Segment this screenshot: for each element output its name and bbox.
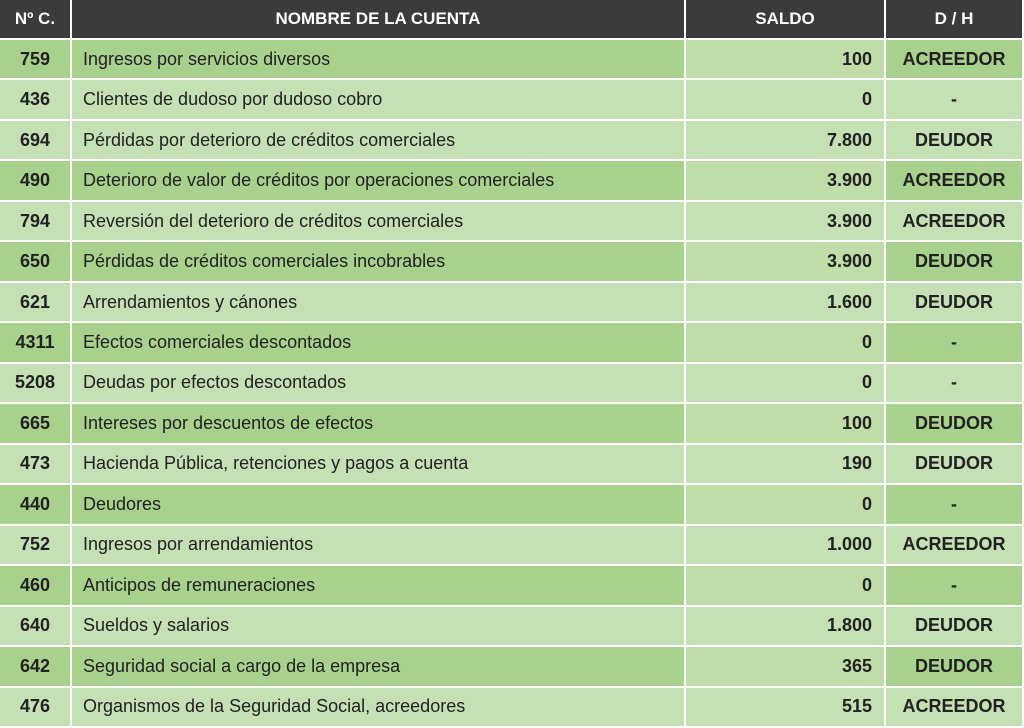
balance: 3.900 (686, 242, 886, 283)
account-name: Arrendamientos y cánones (72, 282, 686, 324)
account-number: 490 (0, 161, 72, 202)
debit-credit: - (886, 80, 1024, 121)
account-name: Clientes de dudoso por dudoso cobro (72, 80, 686, 121)
balance: 1.000 (686, 525, 886, 567)
account-number: 460 (0, 566, 72, 607)
debit-credit: DEUDOR (886, 242, 1024, 283)
account-number: 640 (0, 606, 72, 648)
debit-credit: ACREEDOR (886, 687, 1024, 728)
debit-credit: ACREEDOR (886, 161, 1024, 202)
balance: 515 (686, 687, 886, 728)
account-number: 794 (0, 201, 72, 243)
debit-credit: ACREEDOR (886, 201, 1024, 243)
debit-credit: - (886, 363, 1024, 405)
account-name: Reversión del deterioro de créditos come… (72, 201, 686, 243)
balance: 1.800 (686, 606, 886, 648)
balance: 0 (686, 485, 886, 526)
account-name: Anticipos de remuneraciones (72, 566, 686, 607)
account-number: 650 (0, 242, 72, 283)
debit-credit: DEUDOR (886, 282, 1024, 324)
header-cell: D / H (886, 0, 1024, 40)
account-name: Organismos de la Seguridad Social, acree… (72, 687, 686, 728)
account-number: 665 (0, 404, 72, 445)
debit-credit: - (886, 323, 1024, 364)
balance: 100 (686, 40, 886, 81)
balance: 100 (686, 404, 886, 445)
balance: 190 (686, 444, 886, 486)
account-number: 759 (0, 40, 72, 81)
balance: 7.800 (686, 120, 886, 162)
account-number: 5208 (0, 363, 72, 405)
account-number: 440 (0, 485, 72, 526)
debit-credit: DEUDOR (886, 404, 1024, 445)
debit-credit: DEUDOR (886, 647, 1024, 688)
balance: 0 (686, 566, 886, 607)
debit-credit: DEUDOR (886, 444, 1024, 486)
balance: 0 (686, 323, 886, 364)
account-name: Hacienda Pública, retenciones y pagos a … (72, 444, 686, 486)
debit-credit: ACREEDOR (886, 525, 1024, 567)
header-cell: SALDO (686, 0, 886, 40)
account-name: Ingresos por arrendamientos (72, 525, 686, 567)
balance: 0 (686, 363, 886, 405)
balance: 3.900 (686, 201, 886, 243)
header-cell: NOMBRE DE LA CUENTA (72, 0, 686, 40)
account-name: Sueldos y salarios (72, 606, 686, 648)
account-name: Intereses por descuentos de efectos (72, 404, 686, 445)
debit-credit: ACREEDOR (886, 40, 1024, 81)
account-name: Deudores (72, 485, 686, 526)
debit-credit: - (886, 485, 1024, 526)
header-cell: Nº C. (0, 0, 72, 40)
balance: 0 (686, 80, 886, 121)
account-name: Efectos comerciales descontados (72, 323, 686, 364)
account-number: 694 (0, 120, 72, 162)
account-name: Deudas por efectos descontados (72, 363, 686, 405)
account-name: Seguridad social a cargo de la empresa (72, 647, 686, 688)
account-number: 642 (0, 647, 72, 688)
account-number: 4311 (0, 323, 72, 364)
account-name: Pérdidas por deterioro de créditos comer… (72, 120, 686, 162)
account-number: 752 (0, 525, 72, 567)
account-name: Pérdidas de créditos comerciales incobra… (72, 242, 686, 283)
balance: 365 (686, 647, 886, 688)
account-number: 436 (0, 80, 72, 121)
account-number: 473 (0, 444, 72, 486)
balance: 3.900 (686, 161, 886, 202)
account-name: Ingresos por servicios diversos (72, 40, 686, 81)
debit-credit: DEUDOR (886, 606, 1024, 648)
balance: 1.600 (686, 282, 886, 324)
account-number: 621 (0, 282, 72, 324)
account-name: Deterioro de valor de créditos por opera… (72, 161, 686, 202)
account-number: 476 (0, 687, 72, 728)
debit-credit: DEUDOR (886, 120, 1024, 162)
debit-credit: - (886, 566, 1024, 607)
